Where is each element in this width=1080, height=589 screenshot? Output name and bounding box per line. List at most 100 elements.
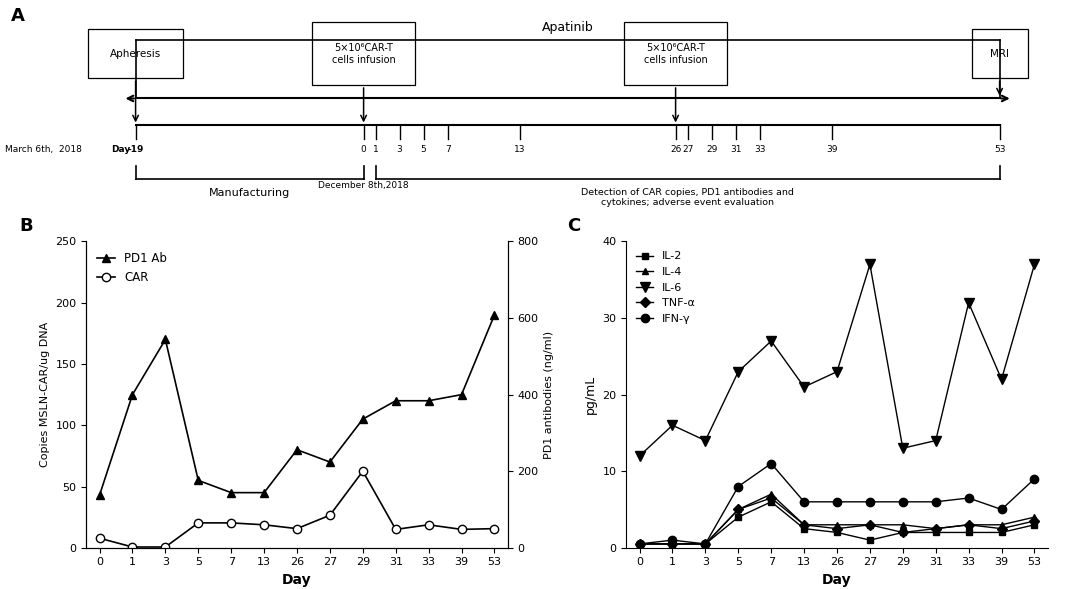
TNF-α (765, 494, 778, 501)
IL-4 (699, 541, 712, 548)
IFN-γ (633, 541, 646, 548)
IL-4 (995, 521, 1008, 528)
IL-6 (962, 299, 975, 306)
Y-axis label: pg/mL: pg/mL (584, 375, 597, 414)
TNF-α (699, 541, 712, 548)
Text: Manufacturing: Manufacturing (208, 188, 291, 198)
TNF-α (666, 541, 679, 548)
IL-2 (863, 537, 876, 544)
CAR (291, 525, 303, 532)
CAR (258, 521, 271, 528)
IFN-γ (831, 498, 843, 505)
IL-6 (1028, 261, 1041, 268)
CAR (126, 544, 139, 551)
Text: 39: 39 (826, 145, 837, 154)
PD1 Ab (422, 397, 435, 404)
IFN-γ (699, 541, 712, 548)
IL-6 (765, 337, 778, 345)
CAR (455, 526, 468, 533)
Text: 5×10⁶CAR-T
cells infusion: 5×10⁶CAR-T cells infusion (644, 43, 707, 65)
Text: December 8th,2018: December 8th,2018 (319, 181, 409, 190)
IL-6 (863, 261, 876, 268)
Bar (972, 29, 1028, 78)
IFN-γ (1028, 475, 1041, 482)
IL-2 (995, 529, 1008, 536)
PD1 Ab (356, 416, 369, 423)
IFN-γ (732, 483, 745, 490)
CAR (389, 526, 402, 533)
IL-4 (633, 541, 646, 548)
Bar (89, 29, 184, 78)
Text: 26: 26 (670, 145, 681, 154)
Text: 27: 27 (681, 145, 693, 154)
IL-2 (962, 529, 975, 536)
TNF-α (896, 529, 909, 536)
PD1 Ab (389, 397, 402, 404)
Bar (312, 22, 415, 85)
CAR (159, 544, 172, 551)
TNF-α (929, 525, 942, 532)
CAR (225, 519, 238, 527)
IL-4 (765, 491, 778, 498)
IL-4 (831, 521, 843, 528)
IL-6 (666, 422, 679, 429)
IFN-γ (765, 460, 778, 467)
IFN-γ (929, 498, 942, 505)
Line: CAR: CAR (95, 467, 499, 551)
Text: 0: 0 (361, 145, 366, 154)
CAR (93, 535, 106, 542)
IFN-γ (962, 494, 975, 501)
X-axis label: Day: Day (822, 573, 852, 587)
IL-6 (732, 368, 745, 375)
CAR (488, 525, 501, 532)
IFN-γ (863, 498, 876, 505)
IL-6 (831, 368, 843, 375)
TNF-α (831, 525, 843, 532)
Line: PD1 Ab: PD1 Ab (95, 311, 499, 499)
Text: Day: Day (111, 145, 131, 154)
IL-2 (831, 529, 843, 536)
Y-axis label: PD1 antibodies (ng/ml): PD1 antibodies (ng/ml) (544, 330, 554, 459)
TNF-α (1028, 517, 1041, 524)
IL-2 (633, 541, 646, 548)
Text: 5×10⁶CAR-T
cells infusion: 5×10⁶CAR-T cells infusion (332, 43, 395, 65)
TNF-α (798, 521, 811, 528)
IFN-γ (798, 498, 811, 505)
Text: B: B (19, 217, 32, 236)
Text: 29: 29 (706, 145, 717, 154)
IL-2 (929, 529, 942, 536)
Text: Apatinib: Apatinib (542, 21, 594, 34)
Text: 1: 1 (373, 145, 378, 154)
PD1 Ab (93, 492, 106, 499)
TNF-α (962, 521, 975, 528)
Text: 3: 3 (396, 145, 403, 154)
Text: 13: 13 (514, 145, 525, 154)
IFN-γ (896, 498, 909, 505)
Legend: PD1 Ab, CAR: PD1 Ab, CAR (92, 247, 172, 289)
PD1 Ab (159, 336, 172, 343)
Text: 33: 33 (754, 145, 766, 154)
IL-2 (1028, 521, 1041, 528)
IL-2 (732, 514, 745, 521)
Line: TNF-α: TNF-α (636, 495, 1038, 547)
Text: A: A (11, 6, 25, 25)
PD1 Ab (192, 477, 205, 484)
CAR (192, 519, 205, 527)
Text: March 6th,  2018: March 6th, 2018 (5, 145, 82, 154)
PD1 Ab (258, 489, 271, 496)
PD1 Ab (291, 446, 303, 454)
Line: IL-6: IL-6 (635, 260, 1039, 461)
IL-6 (633, 452, 646, 459)
Y-axis label: Copies MSLN-CAR/ug DNA: Copies MSLN-CAR/ug DNA (40, 322, 50, 467)
PD1 Ab (455, 391, 468, 398)
Text: MRI: MRI (990, 49, 1009, 59)
CAR (356, 468, 369, 475)
PD1 Ab (488, 312, 501, 319)
Text: 7: 7 (445, 145, 450, 154)
Line: IFN-γ: IFN-γ (635, 459, 1039, 548)
Line: IL-4: IL-4 (636, 491, 1038, 547)
PD1 Ab (225, 489, 238, 496)
IL-6 (798, 383, 811, 391)
TNF-α (995, 525, 1008, 532)
IL-4 (929, 525, 942, 532)
